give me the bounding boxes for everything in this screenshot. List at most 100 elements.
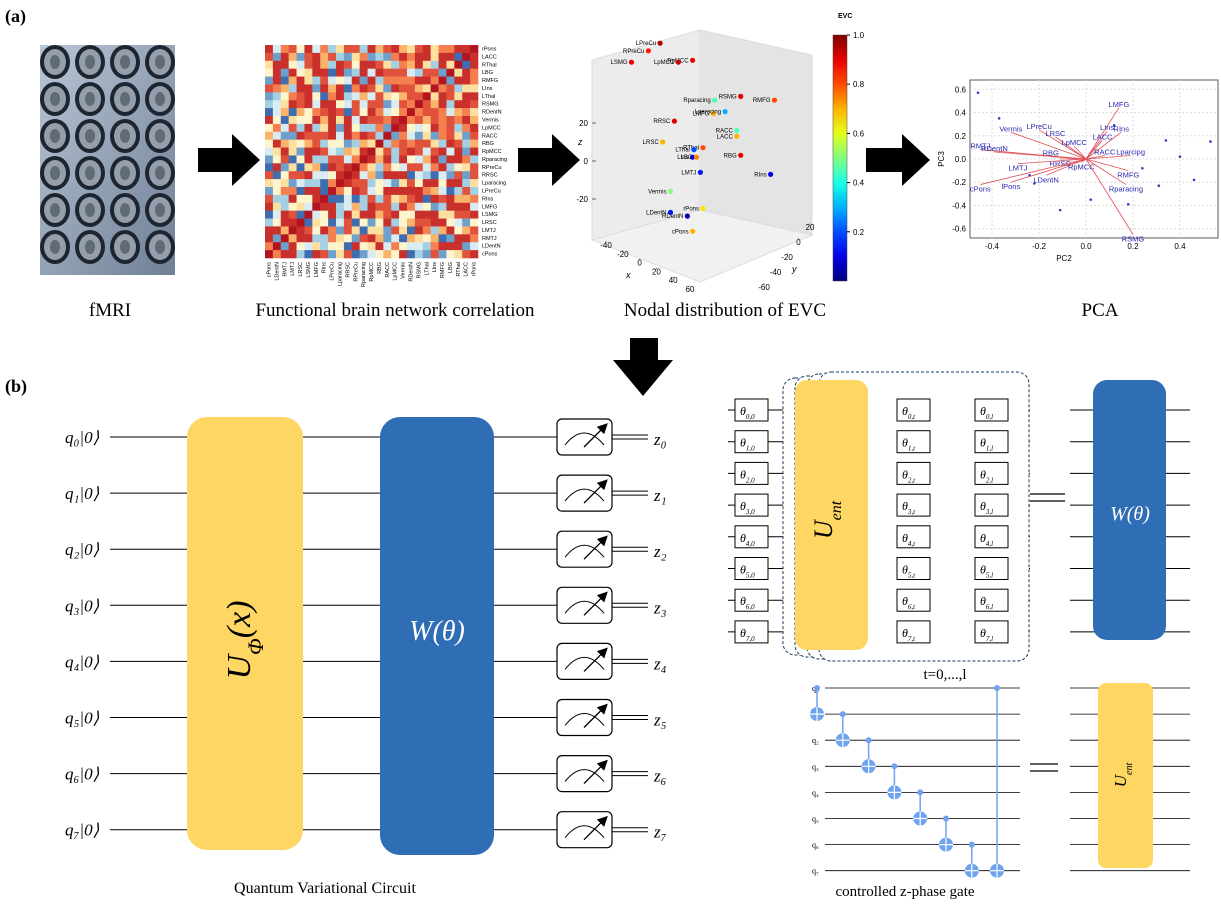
column-label: Lparacing [338, 262, 344, 286]
heatmap-cell [454, 242, 462, 250]
heatmap-cell [375, 53, 383, 61]
heatmap-cell [454, 234, 462, 242]
loading-label: RIns [1114, 124, 1130, 133]
heatmap-cell [423, 195, 431, 203]
heatmap-cell [431, 124, 439, 132]
heatmap-cell [336, 45, 344, 53]
heatmap-cell [281, 226, 289, 234]
heatmap-cell [328, 203, 336, 211]
heatmap-cell [289, 45, 297, 53]
heatmap-cell [368, 100, 376, 108]
heatmap-cell [360, 211, 368, 219]
scan-core [155, 92, 165, 106]
heatmap-cell [399, 108, 407, 116]
heatmap-cell [265, 84, 273, 92]
heatmap-cell [336, 116, 344, 124]
heatmap-cell [407, 242, 415, 250]
row-label: LDentN [482, 244, 501, 250]
heatmap-cell [304, 187, 312, 195]
heatmap-cell [336, 92, 344, 100]
heatmap-cell [304, 92, 312, 100]
heatmap-cell [336, 226, 344, 234]
heatmap-cell [470, 234, 478, 242]
heatmap-cell [439, 203, 447, 211]
heatmap-cell [470, 148, 478, 156]
row-label: RMFG [482, 78, 498, 84]
heatmap-cell [399, 242, 407, 250]
heatmap-cell [407, 155, 415, 163]
heatmap-cell [383, 163, 391, 171]
row-label: LSMG [482, 212, 498, 218]
heatmap-cell [297, 77, 305, 85]
heatmap-cell [273, 195, 281, 203]
column-label: RRSC [345, 262, 351, 278]
column-label: RPreCu [353, 262, 359, 282]
heatmap-cell [391, 53, 399, 61]
column-label: RMTJ [282, 262, 288, 277]
heatmap-cell [391, 234, 399, 242]
column-label: LRSC [298, 262, 304, 277]
heatmap-cell [391, 226, 399, 234]
heatmap-cell [344, 140, 352, 148]
scan-core [120, 129, 130, 143]
heatmap-cell [462, 84, 470, 92]
heatmap-cell [273, 155, 281, 163]
heatmap-cell [368, 77, 376, 85]
column-label: LPreCu [330, 262, 336, 281]
heatmap-cell [328, 140, 336, 148]
heatmap-cell [439, 140, 447, 148]
heatmap-cell [423, 187, 431, 195]
heatmap-cell [368, 179, 376, 187]
heatmap-cell [399, 250, 407, 258]
measurement [557, 756, 612, 792]
heatmap-cell [431, 53, 439, 61]
heatmap-cell [439, 124, 447, 132]
heatmap-cell [439, 108, 447, 116]
heatmap-cell [383, 155, 391, 163]
heatmap-cell [407, 203, 415, 211]
panel-label: (b) [5, 376, 27, 397]
heatmap-cell [431, 211, 439, 219]
heatmap-cell [470, 242, 478, 250]
heatmap-cell [360, 100, 368, 108]
heatmap-cell [415, 242, 423, 250]
heatmap-cell [407, 108, 415, 116]
x-tick-label: -20 [617, 250, 629, 259]
heatmap-cell [328, 171, 336, 179]
heatmap-cell [446, 84, 454, 92]
heatmap-cell [439, 242, 447, 250]
scan-core [85, 55, 95, 69]
qubit-label: q₂|0⟩ [65, 540, 100, 559]
heatmap-cell [265, 187, 273, 195]
heatmap-cell [281, 171, 289, 179]
output-label: z₇ [653, 823, 667, 842]
encoder-label-part: Φ [243, 638, 268, 655]
heatmap-cell [297, 203, 305, 211]
heatmap-cell [454, 108, 462, 116]
column-label: rPons [472, 262, 478, 277]
heatmap-cell [446, 171, 454, 179]
heatmap-cell [320, 242, 328, 250]
heatmap-cell [439, 45, 447, 53]
theta-label-part: 6,l [986, 603, 993, 611]
node-label: RSMG [719, 94, 737, 100]
heatmap-cell [383, 77, 391, 85]
heatmap-cell [281, 116, 289, 124]
figure: (a) (b) fMRI Functional brain network co… [0, 0, 1221, 905]
colorbar-tick-label: 0.2 [853, 228, 865, 237]
heatmap-cell [415, 61, 423, 69]
heatmap-cell [423, 45, 431, 53]
heatmap-cell [312, 155, 320, 163]
heatmap-cell [344, 100, 352, 108]
heatmap-cell [352, 242, 360, 250]
heatmap-cell [352, 45, 360, 53]
heatmap-cell [312, 195, 320, 203]
heatmap-cell [462, 132, 470, 140]
heatmap-cell [297, 116, 305, 124]
heatmap-cell [375, 77, 383, 85]
column-label: LMTJ [290, 262, 296, 276]
heatmap-cell [312, 250, 320, 258]
heatmap-cell [399, 45, 407, 53]
heatmap-cell [423, 84, 431, 92]
heatmap-cell [431, 242, 439, 250]
